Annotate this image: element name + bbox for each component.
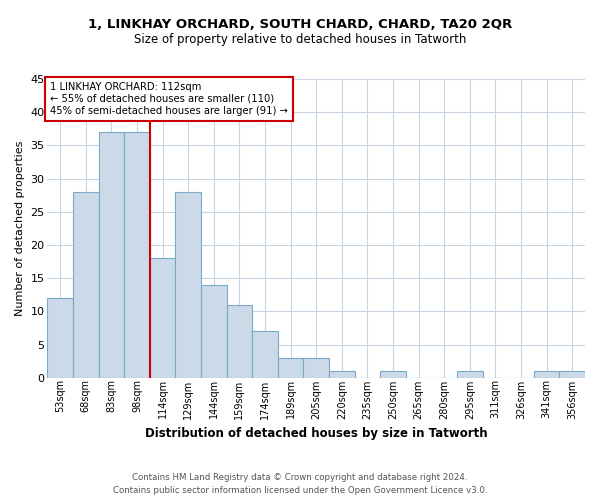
Bar <box>47 298 73 378</box>
Bar <box>329 372 355 378</box>
Bar <box>73 192 98 378</box>
Bar <box>457 372 482 378</box>
Bar <box>98 132 124 378</box>
Bar <box>252 332 278 378</box>
Bar <box>227 305 252 378</box>
Text: Contains public sector information licensed under the Open Government Licence v3: Contains public sector information licen… <box>113 486 487 495</box>
Text: Contains HM Land Registry data © Crown copyright and database right 2024.: Contains HM Land Registry data © Crown c… <box>132 472 468 482</box>
Bar <box>380 372 406 378</box>
Text: Size of property relative to detached houses in Tatworth: Size of property relative to detached ho… <box>134 32 466 46</box>
Bar <box>278 358 304 378</box>
Bar <box>534 372 559 378</box>
Bar <box>304 358 329 378</box>
Bar <box>175 192 201 378</box>
Text: 1, LINKHAY ORCHARD, SOUTH CHARD, CHARD, TA20 2QR: 1, LINKHAY ORCHARD, SOUTH CHARD, CHARD, … <box>88 18 512 30</box>
Y-axis label: Number of detached properties: Number of detached properties <box>15 141 25 316</box>
Bar <box>559 372 585 378</box>
Bar <box>124 132 150 378</box>
Text: 1 LINKHAY ORCHARD: 112sqm
← 55% of detached houses are smaller (110)
45% of semi: 1 LINKHAY ORCHARD: 112sqm ← 55% of detac… <box>50 82 288 116</box>
Bar <box>150 258 175 378</box>
X-axis label: Distribution of detached houses by size in Tatworth: Distribution of detached houses by size … <box>145 427 488 440</box>
Bar <box>201 285 227 378</box>
